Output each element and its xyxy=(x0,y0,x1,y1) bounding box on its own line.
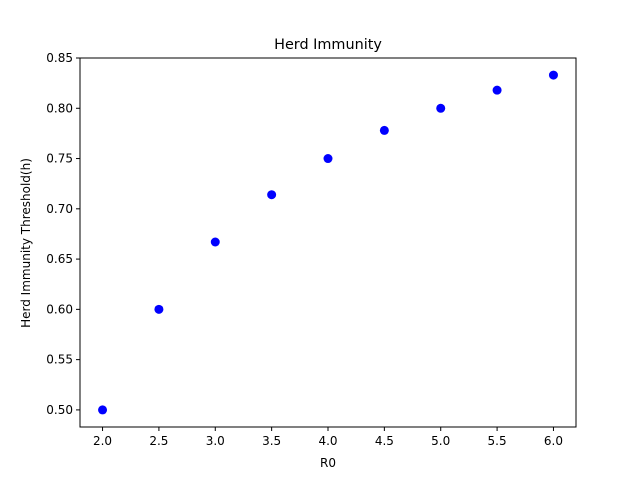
y-tick-label: 0.80 xyxy=(46,101,73,115)
y-tick-label: 0.75 xyxy=(46,152,73,166)
data-point xyxy=(492,85,502,95)
y-tick-label: 0.85 xyxy=(46,51,73,65)
data-point xyxy=(323,154,333,164)
x-tick-label: 5.5 xyxy=(488,434,507,448)
data-point xyxy=(379,125,389,135)
x-tick-label: 5.0 xyxy=(431,434,450,448)
axis-ticks: 2.0 2.5 3.0 3.5 4.0 4.5 5.0 5.5 6.0 0.50 0.55 0.60 0… xyxy=(46,51,563,448)
data-point xyxy=(210,237,220,247)
y-axis-label: Herd Immunity Threshold(h) xyxy=(19,158,33,328)
chart-title: Herd Immunity xyxy=(274,37,382,53)
data-points xyxy=(98,70,558,415)
y-tick-label: 0.60 xyxy=(46,302,73,316)
data-point xyxy=(436,103,446,113)
x-tick-label: 3.0 xyxy=(206,434,225,448)
x-tick-label: 2.0 xyxy=(93,434,112,448)
x-tick-label: 2.5 xyxy=(149,434,168,448)
y-tick-label: 0.65 xyxy=(46,252,73,266)
y-tick-label: 0.55 xyxy=(46,353,73,367)
x-tick-label: 4.5 xyxy=(375,434,394,448)
data-point xyxy=(154,304,164,314)
y-tick-label: 0.70 xyxy=(46,202,73,216)
plot-frame xyxy=(79,57,577,428)
y-tick-label: 0.50 xyxy=(46,403,73,417)
data-point xyxy=(98,405,108,415)
x-tick-label: 3.5 xyxy=(262,434,281,448)
x-axis-label: R0 xyxy=(320,456,336,470)
data-point xyxy=(548,70,558,80)
data-point xyxy=(267,190,277,200)
x-tick-label: 4.0 xyxy=(318,434,337,448)
x-tick-label: 6.0 xyxy=(544,434,563,448)
